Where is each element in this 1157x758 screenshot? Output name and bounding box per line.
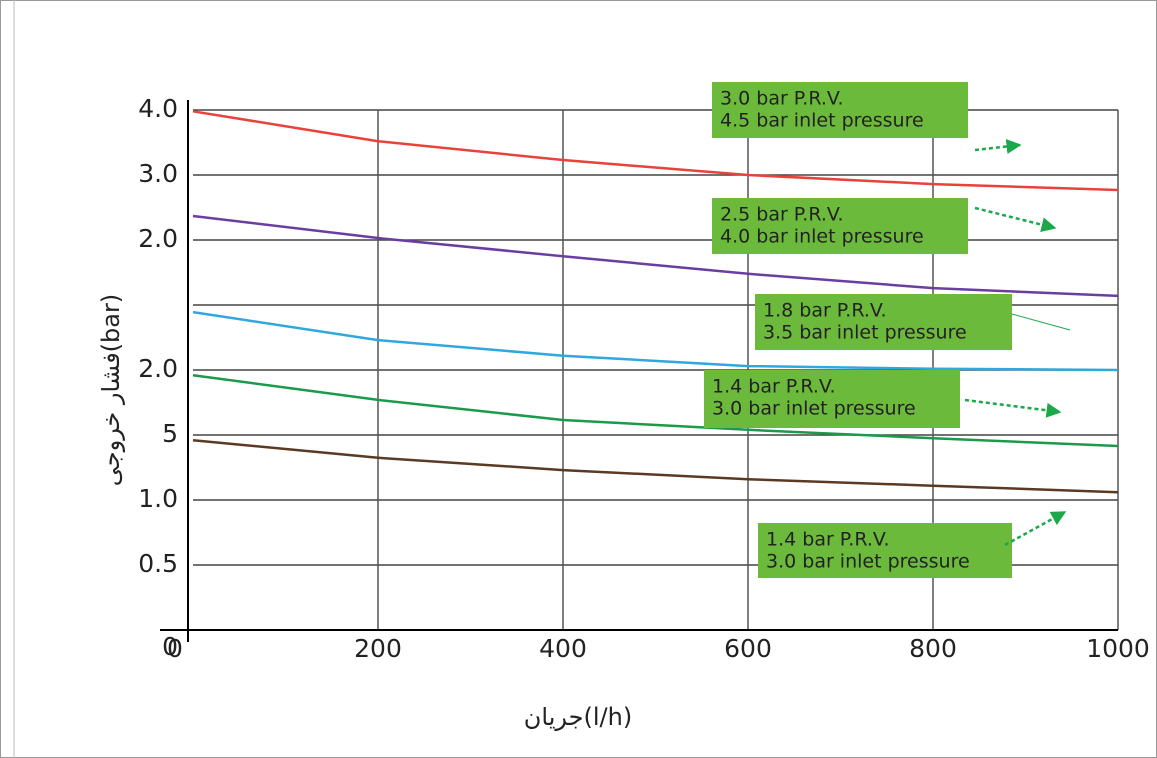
y-tick-label: 1.0 (138, 484, 178, 513)
x-tick-label: 600 (724, 634, 772, 663)
annotation-text: 3.0 bar inlet pressure (766, 551, 970, 573)
y-tick-label: 0.5 (138, 549, 178, 578)
annotation-box (712, 198, 968, 254)
x-tick-label: 200 (354, 634, 402, 663)
annotation-text: 3.0 bar inlet pressure (712, 398, 916, 420)
annotation-text: 1.4 bar P.R.V. (712, 376, 836, 398)
annotation-text: 3.5 bar inlet pressure (763, 322, 967, 344)
y-tick-label: 5 (162, 419, 178, 448)
y-axis-label: فشار خروجی(bar) (97, 294, 125, 486)
annotation-box (712, 82, 968, 138)
x-tick-label: 0 (167, 634, 183, 663)
annotation-box (755, 294, 1012, 350)
y-tick-label: 2.0 (138, 224, 178, 253)
annotation-arrow (974, 139, 1022, 154)
annotation-box (704, 370, 960, 428)
x-tick-label: 400 (539, 634, 587, 663)
series-line (192, 110, 1119, 192)
x-tick-label: 800 (909, 634, 957, 663)
x-axis-label: جریان(l/h) (524, 703, 632, 731)
series-line (192, 214, 1119, 298)
series-line (192, 438, 1119, 494)
y-tick-label: 3.0 (138, 159, 178, 188)
annotation-text: 4.0 bar inlet pressure (720, 226, 924, 248)
annotation-text: 3.0 bar P.R.V. (720, 88, 844, 110)
annotation-arrow (1004, 510, 1067, 547)
series-line (192, 373, 1119, 448)
annotation-text: 2.5 bar P.R.V. (720, 204, 844, 226)
y-tick-label: 2.0 (138, 354, 178, 383)
x-tick-label: 1000 (1086, 634, 1150, 663)
y-tick-label: 4.0 (138, 94, 178, 123)
annotation-arrow (974, 206, 1057, 233)
annotation-box (758, 523, 1012, 578)
annotation-text: 1.4 bar P.R.V. (766, 529, 890, 551)
annotation-arrow (964, 398, 1062, 418)
annotation-text: 4.5 bar inlet pressure (720, 110, 924, 132)
annotation-text: 1.8 bar P.R.V. (763, 300, 887, 322)
annotation-arrow (1011, 313, 1071, 331)
y-tick-label: 0 (162, 632, 178, 661)
series-line (192, 310, 1119, 372)
